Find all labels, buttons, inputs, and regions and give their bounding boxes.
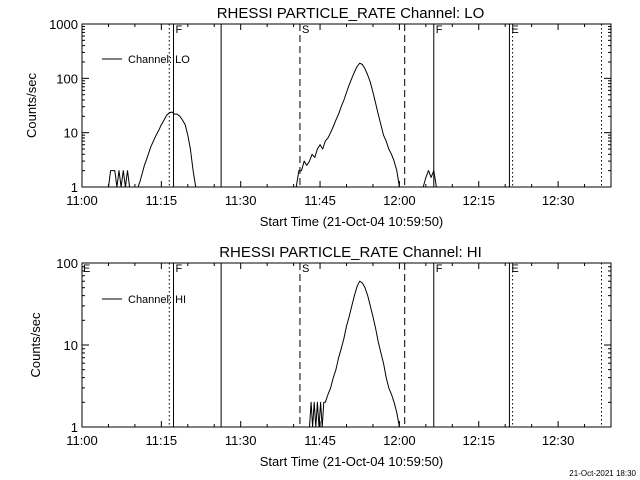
hi-xtick-label-0: 11:00	[66, 433, 98, 448]
lo-marker-label-3: S	[302, 24, 309, 36]
lo-plot-frame	[81, 23, 612, 188]
hi-xtick-label-6: 12:30	[542, 433, 575, 448]
hi-xtick-label-4: 12:00	[383, 433, 416, 448]
hi-xtick-label-1: 11:15	[146, 433, 178, 448]
lo-xtick-label-3: 11:45	[304, 193, 336, 208]
hi-xtick-label-3: 11:45	[304, 433, 336, 448]
lo-xtick-label-0: 11:00	[66, 193, 98, 208]
hi-y-axis-label: Counts/sec	[28, 312, 43, 378]
hi-series-line-0	[309, 280, 405, 428]
lo-marker-label-5: F	[436, 24, 443, 36]
lo-series-line-0	[108, 62, 445, 188]
lo-chart-title: RHESSI PARTICLE_RATE Channel: LO	[217, 5, 485, 22]
hi-corner-label: E	[83, 263, 90, 275]
hi-x-axis-label: Start Time (21-Oct-04 10:59:50)	[260, 454, 444, 469]
hi-ytick-label-1: 10	[64, 338, 78, 353]
lo-ytick-label-1: 10	[64, 126, 78, 141]
lo-marker-label-6: E	[511, 24, 518, 36]
hi-plot-frame	[81, 262, 612, 428]
lo-ytick-label-2: 100	[56, 71, 78, 86]
lo-xtick-label-5: 12:15	[462, 193, 495, 208]
lo-xtick-label-4: 12:00	[383, 193, 416, 208]
hi-ytick-label-0: 1	[71, 420, 78, 435]
lo-ytick-label-3: 1000	[49, 17, 78, 32]
lo-x-axis-label: Start Time (21-Oct-04 10:59:50)	[260, 214, 444, 229]
hi-marker-label-1: F	[176, 263, 183, 275]
hi-marker-label-5: F	[436, 263, 443, 275]
hi-plot-frame-overlay	[81, 262, 612, 428]
lo-xtick-label-2: 11:30	[225, 193, 257, 208]
hi-xtick-label-5: 12:15	[462, 433, 495, 448]
hi-marker-label-6: E	[511, 263, 518, 275]
lo-legend-label: Channel: LO	[128, 54, 190, 66]
lo-ytick-label-0: 1	[71, 180, 78, 195]
lo-xtick-label-6: 12:30	[542, 193, 575, 208]
lo-marker-label-1: F	[176, 24, 183, 36]
lo-plot-frame-overlay	[81, 23, 612, 188]
lo-xtick-label-1: 11:15	[146, 193, 178, 208]
hi-legend-label: Channel: HI	[128, 294, 186, 306]
hi-marker-label-3: S	[302, 263, 309, 275]
lo-y-axis-label: Counts/sec	[24, 72, 39, 138]
hi-ytick-label-2: 100	[56, 256, 78, 271]
hi-xtick-label-2: 11:30	[225, 433, 257, 448]
hi-chart-title: RHESSI PARTICLE_RATE Channel: HI	[219, 244, 482, 261]
footer-timestamp: 21-Oct-2021 18:30	[569, 469, 636, 478]
